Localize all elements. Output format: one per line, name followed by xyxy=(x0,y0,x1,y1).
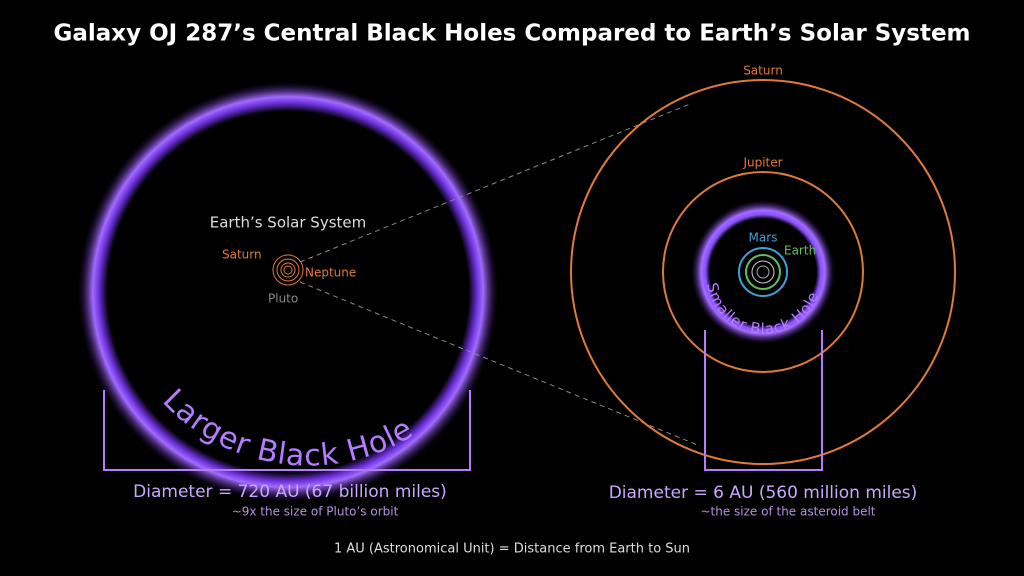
connector xyxy=(299,281,701,447)
footer: 1 AU (Astronomical Unit) = Distance from… xyxy=(334,542,690,557)
jupiter-orbit xyxy=(662,171,864,373)
earth-label: Earth xyxy=(784,244,816,258)
smaller-black-hole xyxy=(691,200,835,344)
smaller-diameter: Diameter = 6 AU (560 million miles) xyxy=(609,483,918,503)
mercury-orbit xyxy=(756,265,770,279)
neptune-label: Neptune xyxy=(305,266,356,280)
larger-note: ~9x the size of Pluto’s orbit xyxy=(232,505,399,519)
solar-system-label: Earth’s Solar System xyxy=(210,214,367,232)
jupiter-label: Jupiter xyxy=(742,156,782,170)
mini-orbits xyxy=(272,254,304,286)
mars-label: Mars xyxy=(749,231,778,245)
connector xyxy=(299,103,691,263)
mars-orbit xyxy=(738,247,788,297)
larger-diameter: Diameter = 720 AU (67 billion miles) xyxy=(133,482,447,502)
smaller-note: ~the size of the asteroid belt xyxy=(700,505,875,519)
pluto-label: Pluto xyxy=(268,292,298,306)
saturn-label: Saturn xyxy=(743,64,783,78)
larger-bracket xyxy=(103,390,471,471)
earth-orbit xyxy=(745,254,781,290)
larger-black-hole xyxy=(78,82,498,502)
venus-orbit xyxy=(751,260,775,284)
saturn-label: Saturn xyxy=(222,248,262,262)
saturn-orbit xyxy=(570,79,956,465)
smaller-bracket xyxy=(704,330,823,471)
title: Galaxy OJ 287’s Central Black Holes Comp… xyxy=(53,21,970,47)
